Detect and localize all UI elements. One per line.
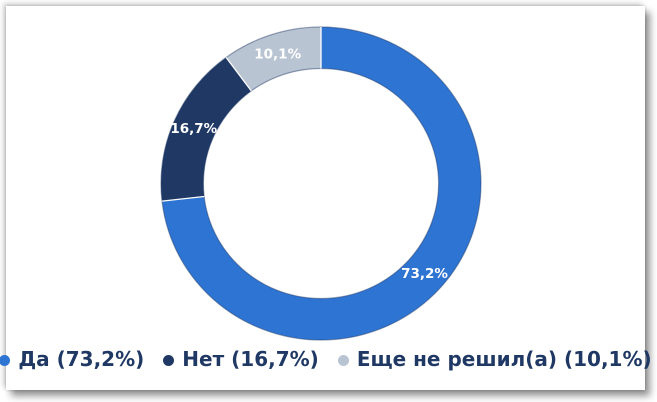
legend-item-undecided: Еще не решил(а) (10,1%) — [337, 347, 652, 371]
legend-label-net: Нет (16,7%) — [182, 347, 319, 371]
donut-segment-3 — [226, 27, 321, 91]
segment-label: 10,1% — [254, 47, 301, 63]
segment-separator — [225, 57, 252, 92]
chart-legend: Да (73,2%) Нет (16,7%) Еще не решил(а) (… — [0, 347, 652, 371]
legend-label-undecided: Еще не решил(а) (10,1%) — [356, 347, 652, 371]
segment-label: 16,7% — [170, 121, 217, 137]
legend-swatch-net-icon — [163, 354, 175, 366]
legend-item-da: Да (73,2%) — [0, 347, 144, 371]
segment-label: 73,2% — [401, 266, 448, 282]
legend-swatch-da-icon — [0, 354, 11, 366]
donut-segment-2 — [161, 57, 252, 202]
segment-separator — [161, 195, 205, 202]
legend-item-net: Нет (16,7%) — [163, 347, 319, 371]
donut-edge — [202, 67, 440, 300]
legend-label-da: Да (73,2%) — [18, 347, 145, 371]
legend-swatch-undecided-icon — [337, 354, 349, 366]
